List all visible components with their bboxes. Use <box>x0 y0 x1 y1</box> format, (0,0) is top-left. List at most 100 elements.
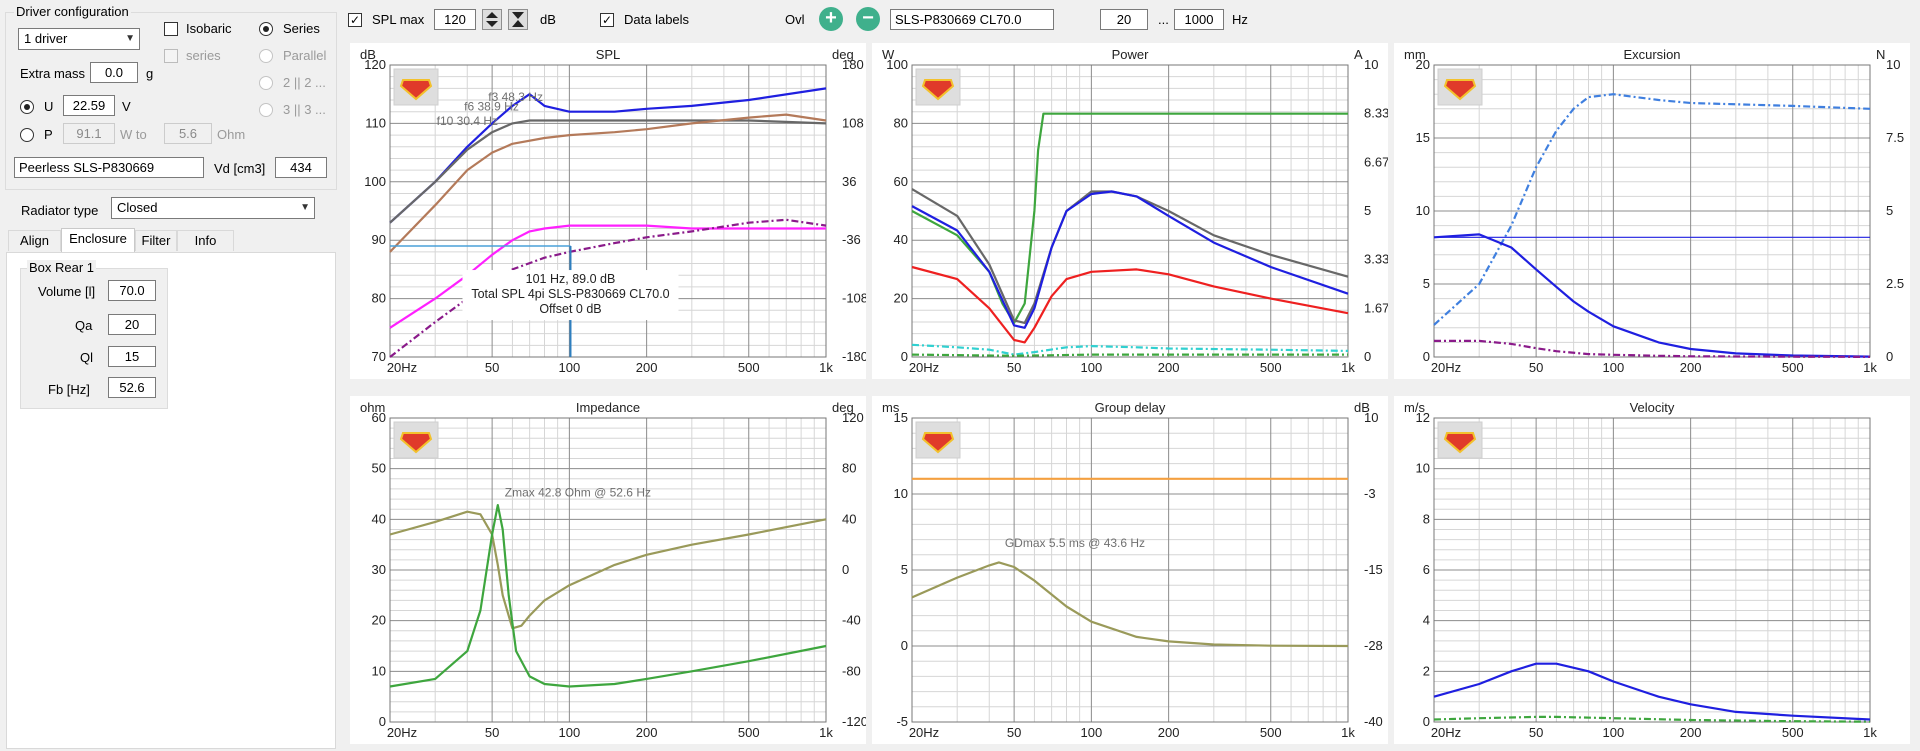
y2-tick-label: 120 <box>842 410 864 425</box>
tab-info[interactable]: Info <box>177 230 234 251</box>
x-tick-label: 50 <box>1007 360 1021 375</box>
tab-label: Info <box>194 233 217 248</box>
tab-enclosure[interactable]: Enclosure <box>61 228 135 252</box>
chart-title: Impedance <box>576 400 640 415</box>
driver-name-field[interactable]: Peerless SLS-P830669 <box>14 157 204 178</box>
u-input[interactable]: 22.59 <box>63 95 115 116</box>
y2-tick-label: -28 <box>1364 638 1383 653</box>
overlay-name-field[interactable]: SLS-P830669 CL70.0 <box>890 9 1054 30</box>
y2-tick-label: 10 <box>1364 410 1378 425</box>
data-labels-checkbox[interactable]: ✓ <box>600 13 614 27</box>
chart-title: Group delay <box>1095 400 1166 415</box>
y2-tick-label: 80 <box>842 461 856 476</box>
y2-tick-label: 40 <box>842 511 856 526</box>
cursor-tooltip-bg <box>462 270 679 321</box>
chart-panel-group-delay[interactable]: Group delay ms dB 15 10 5 0 -5 10 -3 -15 -28 -40 20Hz… <box>872 396 1388 744</box>
chart-panel-velocity[interactable]: Velocity m/s 12 10 8 6 4 2 0 20Hz 50 100 200 500 1k <box>1394 396 1910 744</box>
parallel-radio[interactable] <box>259 49 273 63</box>
spin-up-down-button[interactable] <box>482 9 502 30</box>
remove-overlay-button[interactable]: − <box>856 7 880 31</box>
series-line-tan <box>389 113 827 253</box>
y2-tick-label: -80 <box>842 663 861 678</box>
opt2-radio[interactable] <box>259 76 273 90</box>
driver-config-title: Driver configuration <box>14 4 131 19</box>
plot-frame <box>389 417 827 723</box>
ohm-label: Ohm <box>217 127 246 142</box>
y2-axis-unit: N <box>1876 47 1885 62</box>
y-tick-label: 60 <box>372 410 386 425</box>
parallel-label: Parallel <box>283 48 327 63</box>
y-tick-label: 100 <box>364 174 386 189</box>
chart-panel-impedance[interactable]: Impedance ohm deg 60 50 40 30 20 10 0 120 80 40 0 -40-… <box>350 396 868 744</box>
x-tick-label: 100 <box>1081 725 1103 740</box>
ql-input[interactable]: 15 <box>108 346 156 367</box>
spl-max-checkbox[interactable]: ✓ <box>348 13 362 27</box>
y2-tick-label: 108 <box>842 115 864 130</box>
cursor-tooltip-line: 101 Hz, 89.0 dB <box>526 272 616 286</box>
data-label: f3 48.3 Hz <box>488 90 543 104</box>
volume-label: Volume [l] <box>38 284 96 299</box>
y2-axis-unit: deg <box>832 47 854 62</box>
x-tick-label: 100 <box>559 360 581 375</box>
vd-label: Vd [cm3] <box>214 161 266 176</box>
series-sub-checkbox[interactable] <box>164 49 178 63</box>
driver-count-select[interactable]: 1 driver ▼ <box>18 28 140 50</box>
superman-logo-icon <box>393 68 439 106</box>
y2-tick-label: 6.67 <box>1364 154 1388 169</box>
y-tick-label: 0 <box>379 714 386 729</box>
x-tick-label: 500 <box>738 360 760 375</box>
isobaric-checkbox[interactable] <box>164 22 178 36</box>
fb-input[interactable]: 52.6 <box>108 377 156 398</box>
fb-label: Fb [Hz] <box>48 382 90 397</box>
y-tick-label: 0 <box>1423 349 1430 364</box>
w-to-input[interactable]: 5.6 <box>164 123 212 144</box>
y2-tick-label: 5 <box>1364 203 1371 218</box>
qa-input[interactable]: 20 <box>108 314 156 335</box>
x-tick-label: 20Hz <box>387 360 417 375</box>
vd-field[interactable]: 434 <box>275 157 327 178</box>
chart-panel-power[interactable]: Power W A 100 80 60 40 20 0 10 8.33 6.67 5 3.33 1.67 0 2… <box>872 43 1389 379</box>
tab-filter[interactable]: Filter <box>135 230 177 251</box>
radiator-type-value: Closed <box>117 200 158 215</box>
y-tick-label: 10 <box>1416 461 1430 476</box>
x-tick-label: 100 <box>1081 360 1103 375</box>
chart-panel-spl[interactable]: SPL dB deg 120 110 100 90 80 70 180 108 36 -36 -108 -1… <box>350 43 868 379</box>
opt3-radio[interactable] <box>259 103 273 117</box>
hz-label: Hz <box>1232 12 1248 27</box>
chart-panel-excursion[interactable]: Excursion mm N 20 15 10 5 0 10 7.5 5 2.5 0 20Hz 50 100 2… <box>1394 43 1910 379</box>
y2-tick-label: 10 <box>1364 57 1378 72</box>
minus-icon: − <box>862 7 874 29</box>
x-tick-label: 500 <box>1260 725 1282 740</box>
series-radio[interactable] <box>259 22 273 36</box>
cursor-tooltip-line: Offset 0 dB <box>539 302 601 316</box>
volume-input[interactable]: 70.0 <box>108 280 156 301</box>
cursor-tooltip-line: Total SPL 4pi SLS-P830669 CL70.0 <box>471 287 669 301</box>
radiator-type-label: Radiator type <box>21 203 99 218</box>
u-radio[interactable] <box>20 100 34 114</box>
tab-align[interactable]: Align <box>8 230 61 251</box>
freq-to-input[interactable]: 1000 <box>1174 9 1224 30</box>
y-tick-label: 30 <box>372 562 386 577</box>
y2-tick-label: -36 <box>842 232 861 247</box>
chart-title: Power <box>1112 47 1150 62</box>
ovl-label: Ovl <box>785 12 805 27</box>
extra-mass-label: Extra mass <box>20 66 86 81</box>
tab-label: Filter <box>141 233 171 248</box>
series-line-blue <box>389 87 827 224</box>
series-line-red <box>911 265 1349 344</box>
p-input[interactable]: 91.1 <box>63 123 115 144</box>
u-label: U <box>44 99 54 114</box>
radiator-type-select[interactable]: Closed ▼ <box>111 197 315 219</box>
box-rear-title: Box Rear 1 <box>27 260 97 275</box>
freq-from-input[interactable]: 20 <box>1100 9 1148 30</box>
driver-config-group <box>5 12 337 190</box>
x-tick-label: 1k <box>1863 360 1877 375</box>
y2-tick-label: 0 <box>1886 349 1893 364</box>
spl-max-input[interactable]: 120 <box>434 9 476 30</box>
p-radio[interactable] <box>20 128 34 142</box>
y2-tick-label: -120 <box>842 714 866 729</box>
add-overlay-button[interactable]: + <box>819 7 843 31</box>
extra-mass-input[interactable]: 0.0 <box>90 62 138 83</box>
spin-collapse-button[interactable] <box>508 9 528 30</box>
